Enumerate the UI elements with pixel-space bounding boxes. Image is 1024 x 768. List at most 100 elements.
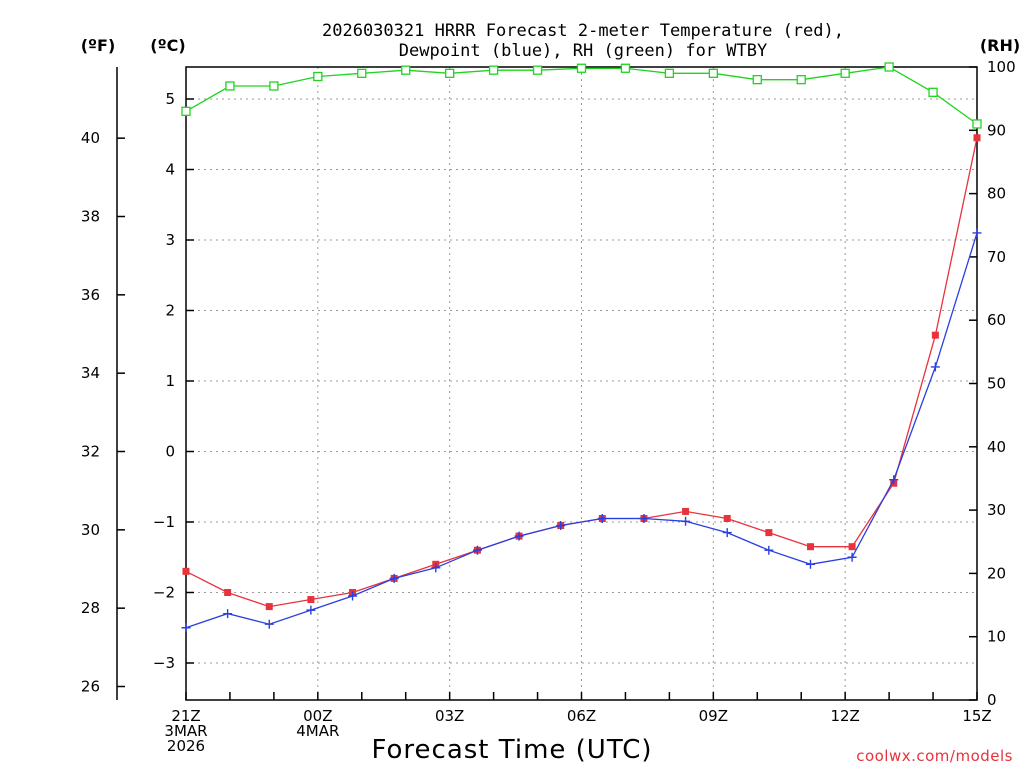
rh-point [357,68,367,78]
dewpoint-point [681,516,691,526]
rh-tick-label: 80 [987,185,1006,203]
rh-point [972,119,982,129]
rh-point [796,75,806,85]
rh-tick-label: 30 [987,501,1006,519]
chart-title-line-2: Dewpoint (blue), RH (green) for WTBY [399,41,767,61]
plot-frame [185,66,978,701]
celsius-tick-label: 1 [165,372,175,390]
fahrenheit-tick-label: 28 [81,599,100,617]
rh-point [488,65,499,75]
rh-point [708,68,718,78]
axis-tick-labels: −3−2−10123452628303234363840010203040506… [81,58,1016,755]
rh-point [313,71,323,82]
rh-point [181,106,191,116]
dewpoint-point [764,545,774,555]
fahrenheit-tick-label: 40 [81,129,100,147]
source-credit: coolwx.com/models [856,747,1013,765]
x-tick-label: 00Z 4MAR [296,707,339,740]
temperature-point [765,529,773,537]
fahrenheit-tick-label: 36 [81,286,100,304]
chart-title-line-1: 2026030321 HRRR Forecast 2-meter Tempera… [322,21,844,41]
dewpoint-point [306,605,316,615]
celsius-tick-label: −3 [153,654,175,672]
dewpoint-line [185,232,978,629]
temperature-point [931,331,939,339]
x-tick-label-line: 4MAR [296,722,339,740]
celsius-tick-label: 5 [165,90,175,108]
rh-point [576,63,587,73]
rh-point [269,81,279,91]
rh-point [840,68,850,78]
rh-tick-label: 40 [987,438,1006,456]
x-tick-label-line: 2026 [167,737,205,755]
rh-point [664,68,675,78]
temperature-point [806,543,814,551]
temperature-point [182,567,190,575]
celsius-unit-label: (ºC) [150,36,185,55]
x-tick-label: 06Z [567,707,596,725]
rh-point [928,87,938,97]
dewpoint-point [722,528,732,538]
dewpoint-point [514,531,524,541]
temperature-point [307,596,315,604]
celsius-tick-label: −1 [153,513,175,531]
rh-point [225,81,235,91]
dewpoint-point [889,475,899,485]
rh-tick-label: 20 [987,564,1006,582]
dewpoint-point [181,623,191,633]
x-tick-label-line: 3MAR [164,722,207,740]
temperature-point [682,507,690,515]
fahrenheit-tick-label: 26 [81,678,100,696]
temperature-point [723,514,731,522]
dewpoint-point [639,513,649,523]
rh-tick-label: 0 [987,691,997,709]
x-tick-label: 12Z [830,707,859,725]
celsius-tick-label: 4 [165,161,175,179]
dewpoint-point [264,619,274,629]
temperature-point [265,603,273,611]
dewpoint-point [972,228,982,238]
x-tick-label-line: 03Z [435,707,464,725]
celsius-tick-label: 3 [165,231,175,249]
rh-unit-label: (RH) [980,36,1020,55]
axes [116,66,978,701]
celsius-tick-label: 0 [165,443,175,461]
dewpoint-point [348,591,358,601]
dewpoint-point [597,513,607,523]
x-tick-label: 15Z [962,707,991,725]
dewpoint-point [472,545,482,555]
fahrenheit-unit-label: (ºF) [81,36,116,55]
celsius-tick-label: 2 [165,302,175,320]
x-tick-label-line: 00Z [303,707,332,725]
dewpoint-point [556,521,566,531]
rh-tick-label: 50 [987,375,1006,393]
rh-point [445,68,455,78]
rh-tick-label: 10 [987,628,1006,646]
rh-point [752,75,762,85]
celsius-tick-label: −2 [153,584,175,602]
rh-point [884,62,894,72]
rh-point [620,63,631,73]
rh-tick-label: 70 [987,248,1006,266]
rh-tick-label: 100 [987,58,1016,76]
rh-point [401,65,411,75]
dewpoint-point [223,609,233,619]
temperature-point [848,543,856,551]
x-axis-title: Forecast Time (UTC) [371,735,652,765]
fahrenheit-tick-label: 38 [81,208,100,226]
x-tick-label-line: 12Z [830,707,859,725]
rh-point [532,65,543,75]
dewpoint-point [847,552,857,562]
x-tick-label: 09Z [699,707,728,725]
dewpoint-point [805,559,815,569]
x-tick-label: 21Z 3MAR 2026 [164,707,207,755]
fahrenheit-tick-label: 34 [81,364,100,382]
fahrenheit-tick-label: 30 [81,521,100,539]
fahrenheit-tick-label: 32 [81,443,100,461]
data-series [181,62,982,633]
dewpoint-point [930,362,940,372]
rh-tick-label: 60 [987,311,1006,329]
dewpoint-point [431,563,441,573]
temperature-point [224,589,232,596]
x-tick-label-line: 09Z [699,707,728,725]
